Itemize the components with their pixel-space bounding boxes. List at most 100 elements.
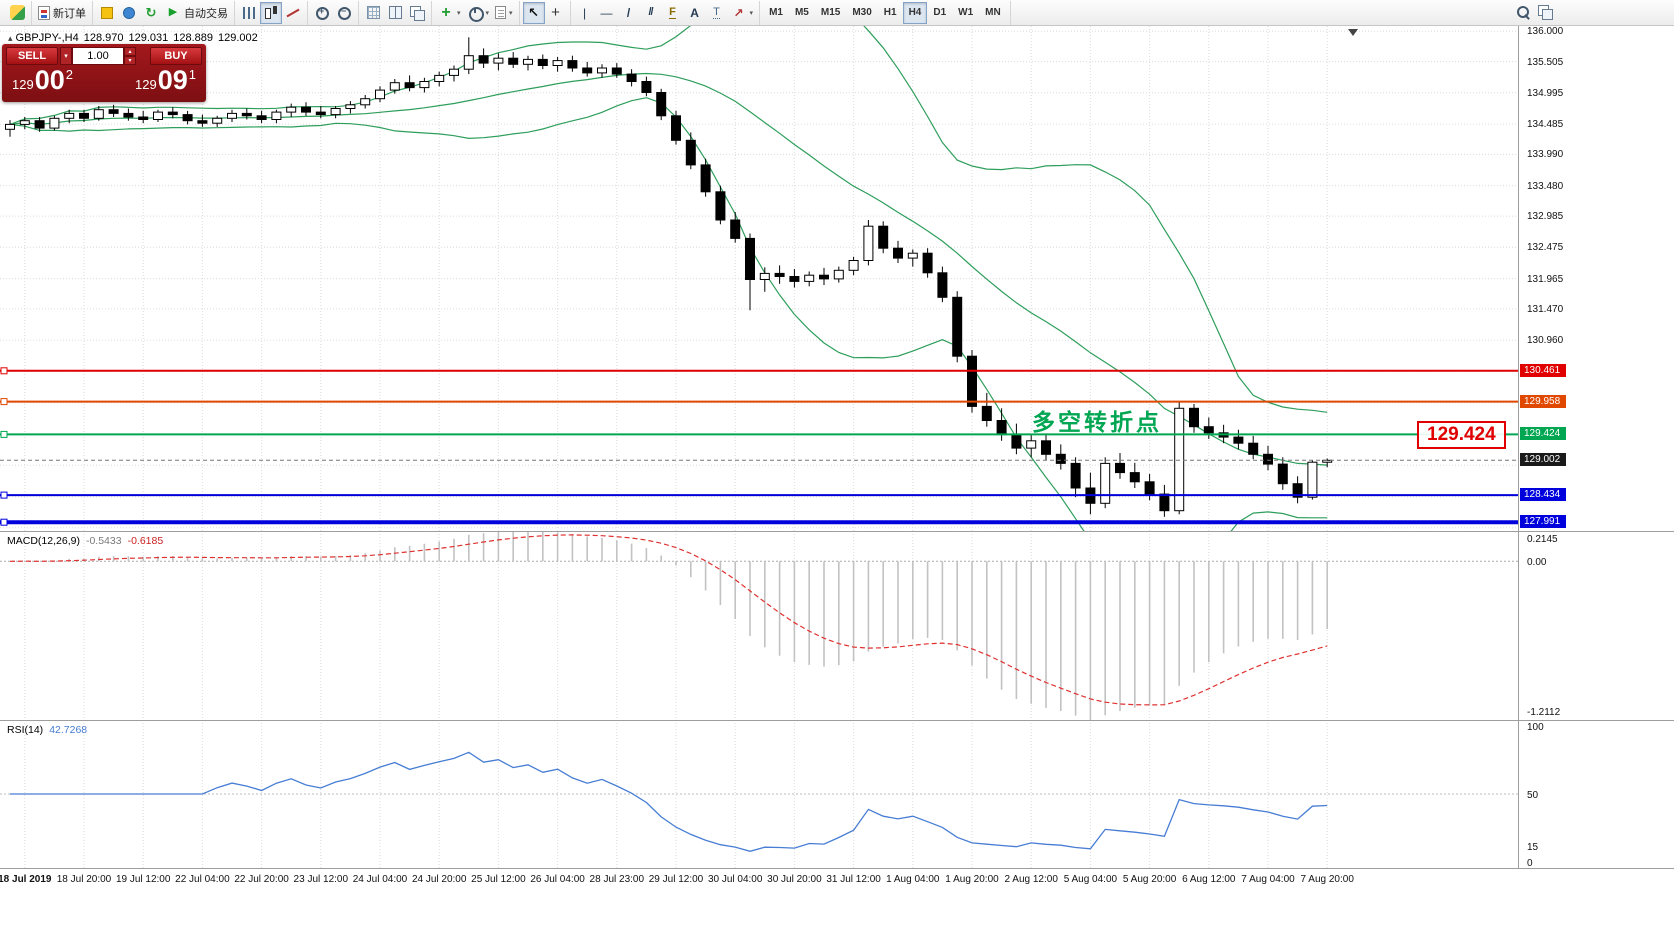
zoom-out-button[interactable] — [333, 2, 355, 24]
tf-m5-button-label: M5 — [794, 7, 809, 18]
time-axis-label: 31 Jul 12:00 — [826, 874, 881, 885]
autotrading-icon — [165, 5, 181, 21]
text-button[interactable] — [684, 2, 706, 24]
one-click-toggle-icon[interactable]: ▴ — [8, 33, 13, 43]
tf-m1-button[interactable]: M1 — [763, 2, 789, 24]
app-logo-icon — [9, 5, 25, 20]
price-scale-label: 133.480 — [1527, 180, 1564, 192]
tf-m1-button-label: M1 — [769, 7, 783, 18]
macd-label: MACD(12,26,9) -0.5433 -0.6185 — [7, 535, 164, 547]
market-button[interactable] — [118, 2, 140, 24]
time-axis-label: 5 Aug 20:00 — [1122, 874, 1177, 885]
chart-annotation[interactable]: 多空转折点 — [1032, 409, 1162, 435]
high-value: 129.031 — [128, 32, 169, 44]
vertical-line-button[interactable] — [574, 2, 596, 24]
group-app — [3, 0, 32, 25]
rsi-panel-plot[interactable] — [0, 720, 1518, 868]
channel-button[interactable] — [640, 2, 662, 24]
dropdown-caret-icon: ▾ — [749, 9, 754, 17]
tf-m5-button[interactable]: M5 — [789, 2, 815, 24]
level-price-tag: 129.958 — [1520, 394, 1566, 408]
cursor-button[interactable] — [522, 1, 545, 24]
label-button[interactable] — [706, 2, 728, 24]
metaeditor-button[interactable] — [96, 2, 118, 24]
close-value: 129.002 — [218, 32, 258, 44]
market-icon — [123, 6, 135, 19]
tf-w1-button[interactable]: W1 — [952, 2, 979, 24]
crosshair-icon — [548, 5, 564, 21]
tf-m15-button[interactable]: M15 — [815, 2, 846, 24]
tf-d1-button[interactable]: D1 — [927, 2, 952, 24]
sell-button[interactable]: SELL — [6, 47, 58, 65]
candlestick-chart-icon — [263, 5, 279, 21]
symbol-period: GBPJPY-,H4 — [15, 32, 79, 44]
candlestick-chart-button[interactable] — [260, 1, 282, 24]
arrows-button[interactable]: ▾ — [728, 2, 757, 24]
cascade-windows-button[interactable] — [406, 2, 428, 24]
periods-button[interactable]: ▾ — [464, 2, 493, 24]
time-axis-label: 19 Jul 12:00 — [115, 874, 171, 885]
price-callout[interactable]: 129.424 — [1417, 421, 1506, 449]
macd-scale-label: -1.2112 — [1527, 707, 1561, 719]
bar-chart-icon — [242, 6, 256, 19]
time-axis-label: 29 Jul 12:00 — [648, 874, 704, 885]
line-chart-button[interactable] — [282, 2, 304, 24]
dropdown-caret-icon: ▾ — [457, 9, 461, 17]
templates-button[interactable]: ▾ — [492, 2, 516, 24]
chart-window: ▴ GBPJPY-,H4 128.970 129.031 128.889 129.002 … — [0, 26, 1674, 949]
layouts-button[interactable] — [1534, 1, 1556, 23]
dropdown-caret-icon: ▾ — [509, 9, 513, 17]
trendline-button[interactable] — [618, 2, 640, 24]
volume-decrease-button[interactable]: ▾ — [124, 56, 136, 65]
tf-m15-button-label: M15 — [820, 7, 841, 18]
time-axis-label: 30 Jul 04:00 — [707, 874, 763, 885]
fibonacci-icon — [665, 5, 681, 21]
toolbar-right-group — [1512, 1, 1556, 23]
autotrading-button[interactable]: 自动交易 — [162, 2, 231, 24]
tf-m30-button-label: M30 — [852, 7, 872, 18]
chart-shift-marker[interactable] — [1348, 29, 1358, 36]
price-scale-label: 135.505 — [1527, 56, 1564, 68]
time-axis-label: 2 Aug 12:00 — [1004, 874, 1058, 885]
group-cursor — [520, 0, 571, 25]
text-icon — [687, 5, 703, 21]
price-scale-label: 132.985 — [1527, 211, 1564, 223]
time-axis-label: 24 Jul 04:00 — [352, 874, 408, 885]
tf-mn-button[interactable]: MN — [979, 2, 1007, 24]
time-axis-label: 22 Jul 20:00 — [234, 874, 289, 885]
new-order-button[interactable]: 新订单 — [35, 2, 89, 24]
tf-h1-button[interactable]: H1 — [878, 2, 903, 24]
group-zoom — [308, 0, 359, 25]
panel-splitter[interactable] — [0, 531, 1674, 532]
macd-panel-plot[interactable] — [0, 531, 1518, 720]
refresh-button[interactable] — [140, 2, 162, 24]
zoom-in-button[interactable] — [311, 2, 333, 24]
volume-increase-button[interactable]: ▴ — [124, 47, 136, 56]
templates-icon — [495, 6, 507, 19]
volume-input[interactable] — [72, 47, 124, 65]
tile-windows-button[interactable] — [384, 2, 406, 24]
arrows-icon — [731, 5, 747, 21]
time-axis-label: 24 Jul 20:00 — [411, 874, 467, 885]
buy-button[interactable]: BUY — [150, 47, 202, 65]
time-axis-label: 7 Aug 20:00 — [1300, 874, 1354, 885]
auto-arrange-button[interactable] — [362, 2, 384, 24]
fibonacci-button[interactable] — [662, 2, 684, 24]
line-chart-icon — [285, 5, 301, 21]
panel-splitter[interactable] — [0, 720, 1674, 721]
tf-h4-button[interactable]: H4 — [902, 1, 928, 24]
bar-chart-button[interactable] — [238, 2, 260, 24]
main-chart-plot[interactable] — [0, 26, 1518, 531]
chart-ohlc-header: ▴ GBPJPY-,H4 128.970 129.031 128.889 129.002 — [8, 32, 263, 44]
crosshair-button[interactable] — [545, 2, 567, 24]
tf-d1-button-label: D1 — [933, 7, 947, 18]
time-axis-label: 22 Jul 04:00 — [175, 874, 230, 885]
group-timeframes: M1 M5 M15 M30 H1 H4 D1 W1 MN — [760, 0, 1011, 25]
tf-m30-button[interactable]: M30 — [846, 2, 877, 24]
search-button[interactable] — [1512, 1, 1534, 23]
horizontal-line-button[interactable] — [596, 2, 618, 24]
indicators-button[interactable]: ▾ — [435, 2, 464, 24]
zoom-out-icon — [336, 5, 352, 21]
volume-dropdown-button[interactable]: ▾ — [60, 47, 72, 65]
